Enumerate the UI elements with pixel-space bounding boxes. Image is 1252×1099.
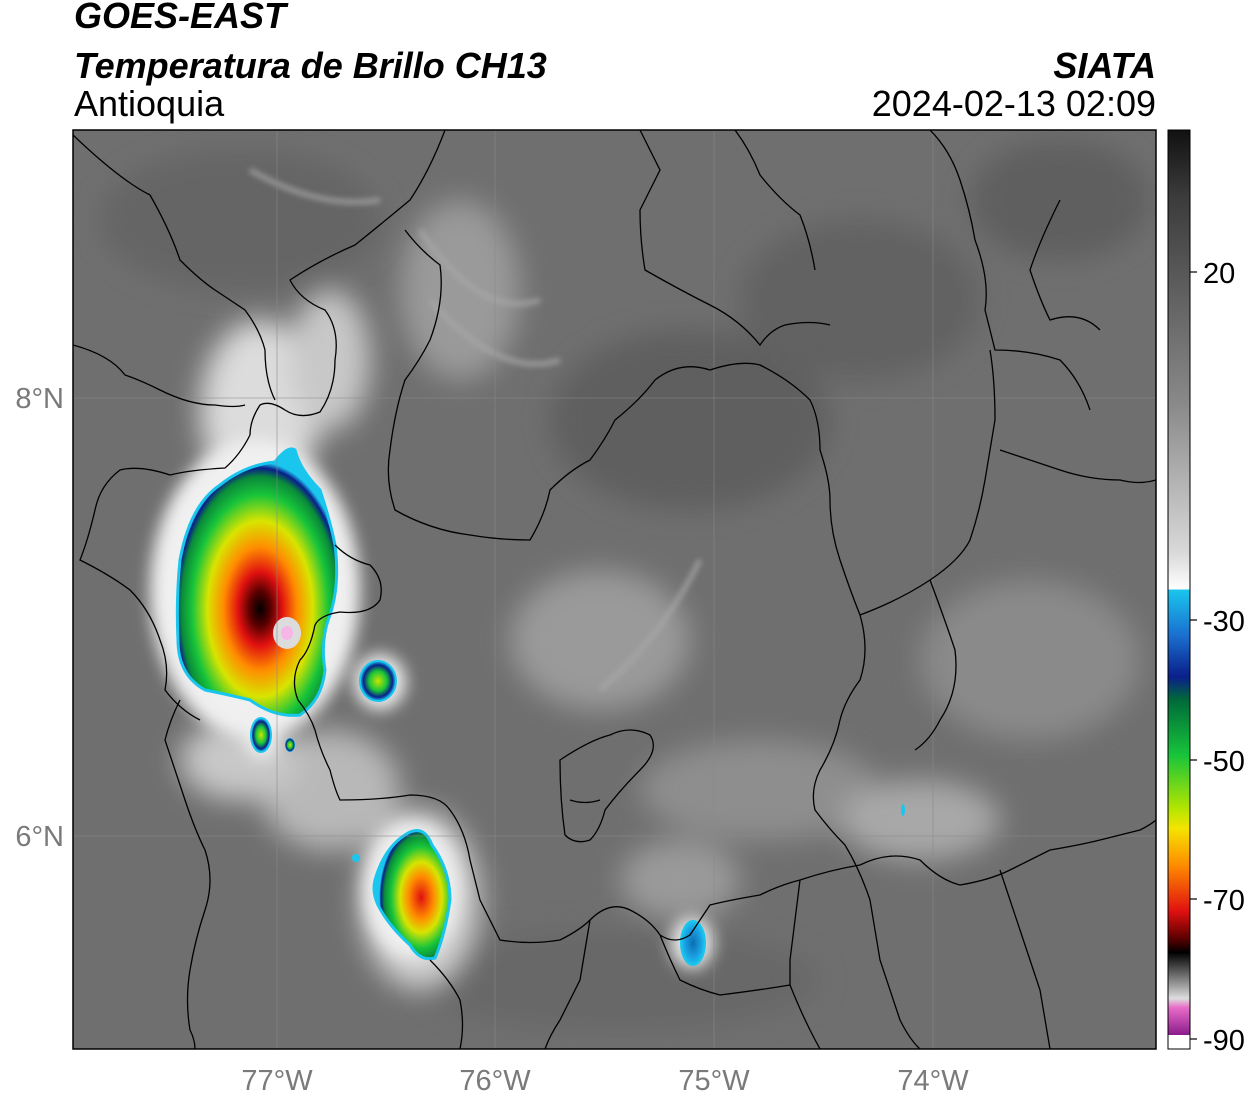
product-title: Temperatura de Brillo CH13 [74,45,547,86]
map-panel [73,130,1156,1049]
lon-tick-74: 74°W [897,1065,969,1097]
colorbar-tick-minus50: -50 [1203,746,1245,778]
colorbar-tick-20: 20 [1203,258,1235,290]
lon-tick-75: 75°W [678,1065,750,1097]
agency-label: SIATA [1053,45,1156,86]
map-frame [72,129,1157,1050]
political-boundaries [73,130,1156,1049]
small-cell-south [250,717,272,753]
lat-tick-8: 8°N [15,383,64,415]
graticule [73,130,1156,1049]
lon-tick-76: 76°W [459,1065,531,1097]
lat-tick-6: 6°N [15,821,64,853]
small-cell-southeast [680,920,706,966]
colorbar-tick-minus30: -30 [1203,606,1245,638]
satellite-title: GOES-EAST [74,0,287,36]
small-cell-east [359,660,397,702]
colorbar-ramp [1167,129,1191,1050]
colorbar-tick-minus70: -70 [1203,885,1245,917]
small-cell-tiny [285,738,295,752]
lon-tick-77: 77°W [241,1065,313,1097]
south-storm-cold-top [372,829,452,961]
region-label: Antioquia [74,83,225,124]
colorbar: 20 -30 -50 -70 -90 [1167,129,1245,1057]
colorbar-tick-minus90: -90 [1203,1025,1245,1057]
timestamp-label: 2024-02-13 02:09 [871,83,1156,124]
latitude-tick-labels: 8°N 6°N [15,383,64,853]
longitude-tick-labels: 77°W 76°W 75°W 74°W [241,1065,969,1097]
cloud-streaks [248,167,703,692]
main-storm-cold-top [175,447,339,717]
